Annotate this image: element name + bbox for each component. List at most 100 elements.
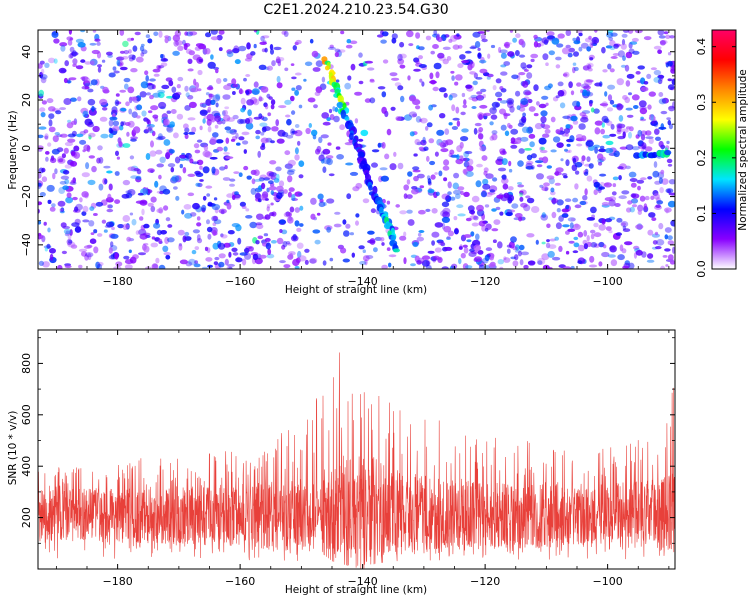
spectrogram-cell bbox=[519, 104, 524, 109]
spectrogram-cell bbox=[294, 207, 300, 213]
spectrogram-cell bbox=[201, 204, 207, 212]
spectrogram-cell bbox=[179, 163, 183, 169]
spectrogram-cell bbox=[665, 208, 669, 214]
spectrogram-cell bbox=[126, 236, 132, 242]
spectrogram-cell bbox=[580, 116, 589, 123]
spectrogram-cell bbox=[453, 172, 460, 179]
spectrogram-cell bbox=[255, 129, 261, 135]
spectrogram-cell bbox=[379, 237, 385, 242]
x-tick-label: −180 bbox=[103, 575, 133, 588]
spectrogram-cell bbox=[524, 148, 532, 151]
spectrogram-cell bbox=[459, 155, 464, 159]
spectrogram-cell bbox=[259, 41, 268, 45]
spectrogram-cell bbox=[406, 179, 411, 185]
spectrogram-cell bbox=[422, 136, 426, 144]
spectrogram-cell bbox=[79, 197, 83, 203]
spectrogram-cell bbox=[495, 91, 503, 98]
spectrogram-cell bbox=[81, 211, 87, 217]
spectrogram-cell bbox=[220, 233, 224, 238]
spectrogram-cell bbox=[214, 256, 220, 261]
spectrogram-cell bbox=[69, 37, 74, 41]
spectrogram-cell bbox=[316, 212, 321, 216]
spectrogram-cell bbox=[286, 170, 295, 176]
spectrogram-cell bbox=[615, 232, 623, 236]
spectrogram-cell bbox=[76, 225, 81, 233]
spectrogram-cell bbox=[214, 115, 222, 122]
spectrogram-cell bbox=[70, 244, 78, 249]
spectrogram-cell bbox=[439, 113, 446, 119]
spectrogram-cell bbox=[433, 30, 438, 36]
spectrogram-cell bbox=[498, 46, 502, 54]
spectrogram-cell bbox=[528, 106, 536, 112]
spectrogram-cell bbox=[206, 86, 214, 91]
spectrogram-cell bbox=[542, 156, 549, 164]
spectrogram-cell bbox=[196, 216, 201, 221]
spectrogram-cell bbox=[54, 168, 58, 175]
spectrogram-cell bbox=[639, 118, 647, 122]
spectrogram-cell bbox=[204, 48, 211, 55]
spectrogram-trail-cell bbox=[336, 101, 344, 109]
spectrogram-cell bbox=[580, 42, 589, 49]
spectrogram-trail-cell bbox=[651, 151, 658, 159]
spectrogram-cell bbox=[578, 244, 585, 252]
spectrogram-cell bbox=[349, 171, 359, 176]
spectrogram-cell bbox=[581, 83, 590, 89]
spectrogram-cell bbox=[626, 126, 631, 130]
spectrogram-cell bbox=[63, 228, 71, 235]
spectrogram-cell bbox=[207, 233, 212, 240]
spectrogram-cell bbox=[428, 138, 435, 144]
spectrogram-cell bbox=[96, 51, 102, 59]
spectrogram-cell bbox=[633, 105, 639, 109]
spectrogram-cell bbox=[211, 215, 218, 222]
spectrogram-cell bbox=[195, 182, 201, 187]
spectrogram-cell bbox=[39, 60, 45, 65]
spectrogram-cell bbox=[626, 207, 632, 213]
spectrogram-cell bbox=[418, 209, 426, 215]
spectrogram-cell bbox=[610, 259, 618, 267]
spectrogram-cell bbox=[134, 31, 141, 36]
spectrogram-cell bbox=[342, 258, 350, 263]
spectrogram-cell bbox=[470, 231, 475, 237]
spectrogram-cell bbox=[196, 139, 203, 143]
spectrogram-cell bbox=[617, 254, 625, 261]
spectrogram-cell bbox=[296, 242, 304, 249]
spectrogram-cell bbox=[279, 260, 286, 264]
spectrogram-cell bbox=[251, 178, 256, 185]
spectrogram-cell bbox=[53, 38, 60, 44]
spectrogram-cell bbox=[147, 127, 152, 131]
spectrogram-cell bbox=[297, 192, 303, 196]
spectrogram-cell bbox=[554, 236, 559, 241]
spectrogram-cell bbox=[140, 81, 149, 89]
spectrogram-cell bbox=[644, 195, 650, 201]
spectrogram-cell bbox=[442, 58, 449, 65]
spectrogram-cell bbox=[602, 69, 608, 73]
spectrogram-cell bbox=[662, 255, 668, 258]
spectrogram-cell bbox=[475, 77, 483, 80]
spectrogram-cell bbox=[61, 250, 67, 255]
spectrogram-cell bbox=[586, 62, 594, 68]
spectrogram-cell bbox=[294, 191, 303, 197]
spectrogram-cell bbox=[226, 129, 235, 134]
spectrogram-cell bbox=[47, 199, 52, 204]
spectrogram-cell bbox=[152, 68, 161, 73]
spectrogram-cell bbox=[431, 231, 440, 238]
spectrogram-cell bbox=[586, 235, 590, 242]
spectrogram-cell bbox=[177, 45, 184, 51]
spectrogram-cell bbox=[88, 108, 97, 116]
x-tick-label: −140 bbox=[348, 575, 378, 588]
spectrogram-cell bbox=[279, 229, 283, 233]
spectrogram-cell bbox=[203, 144, 209, 152]
spectrogram-cell bbox=[503, 257, 511, 263]
spectrogram-cell bbox=[213, 197, 218, 201]
spectrogram-cell bbox=[224, 258, 229, 266]
spectrogram-cell bbox=[46, 98, 54, 104]
spectrogram-cell bbox=[109, 116, 118, 121]
spectrogram-cell bbox=[542, 53, 549, 61]
spectrogram-cell bbox=[146, 124, 155, 128]
spectrogram-cell bbox=[170, 109, 177, 114]
spectrogram-cell bbox=[447, 191, 452, 196]
spectrogram-cell bbox=[88, 155, 96, 159]
spectrogram-cell bbox=[226, 203, 232, 210]
spectrogram-cell bbox=[190, 212, 197, 217]
spectrogram-cell bbox=[153, 31, 159, 37]
